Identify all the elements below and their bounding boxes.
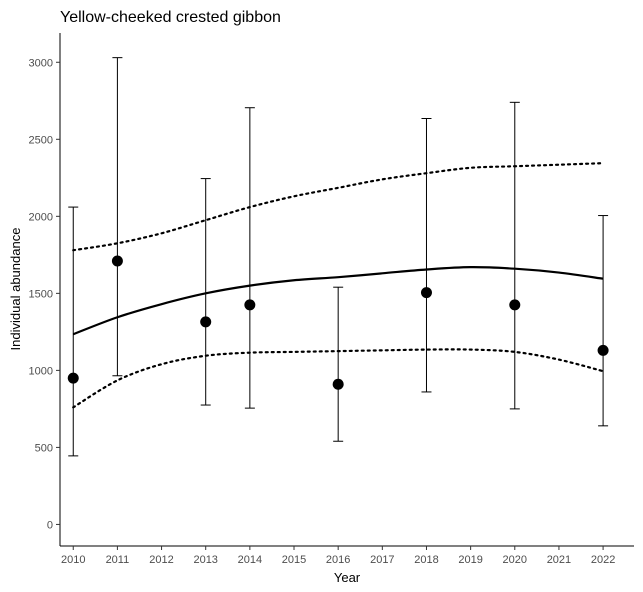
x-tick-label: 2016: [326, 554, 350, 566]
y-tick-label: 2500: [29, 134, 53, 146]
data-point: [332, 378, 344, 390]
y-tick-label: 1500: [29, 288, 53, 300]
x-tick-label: 2018: [414, 554, 438, 566]
x-tick-label: 2013: [193, 554, 217, 566]
y-axis-ticks: 0 500 1000 1500 2000 2500 3000: [29, 57, 60, 531]
data-point: [597, 344, 609, 356]
x-tick-label: 2014: [238, 554, 262, 566]
x-tick-label: 2017: [370, 554, 394, 566]
data-point: [200, 316, 212, 328]
data-point: [420, 287, 432, 299]
x-axis-ticks: 2010 2011 2012 2013 2014 2015 2016 2017 2018 2019…: [61, 546, 615, 566]
y-tick-label: 500: [35, 442, 53, 454]
x-tick-label: 2022: [591, 554, 615, 566]
y-tick-label: 2000: [29, 211, 53, 223]
x-tick-label: 2015: [282, 554, 306, 566]
data-point: [509, 299, 521, 311]
x-tick-label: 2012: [149, 554, 173, 566]
y-tick-label: 0: [47, 519, 53, 531]
x-tick-label: 2011: [106, 554, 130, 566]
axes: [59, 33, 634, 547]
x-axis-title: Year: [334, 570, 361, 585]
plot-area: [67, 57, 609, 457]
x-tick-label: 2019: [458, 554, 482, 566]
data-point: [67, 372, 79, 384]
data-point: [244, 299, 256, 311]
y-axis-title: Individual abundance: [8, 228, 23, 351]
x-tick-label: 2010: [61, 554, 85, 566]
x-tick-label: 2021: [547, 554, 571, 566]
trend-upper-bound-line: [72, 162, 605, 252]
data-point: [111, 255, 123, 267]
chart-title: Yellow-cheeked crested gibbon: [60, 9, 281, 26]
y-tick-label: 3000: [29, 57, 53, 69]
y-tick-label: 1000: [29, 365, 53, 377]
x-tick-label: 2020: [503, 554, 527, 566]
